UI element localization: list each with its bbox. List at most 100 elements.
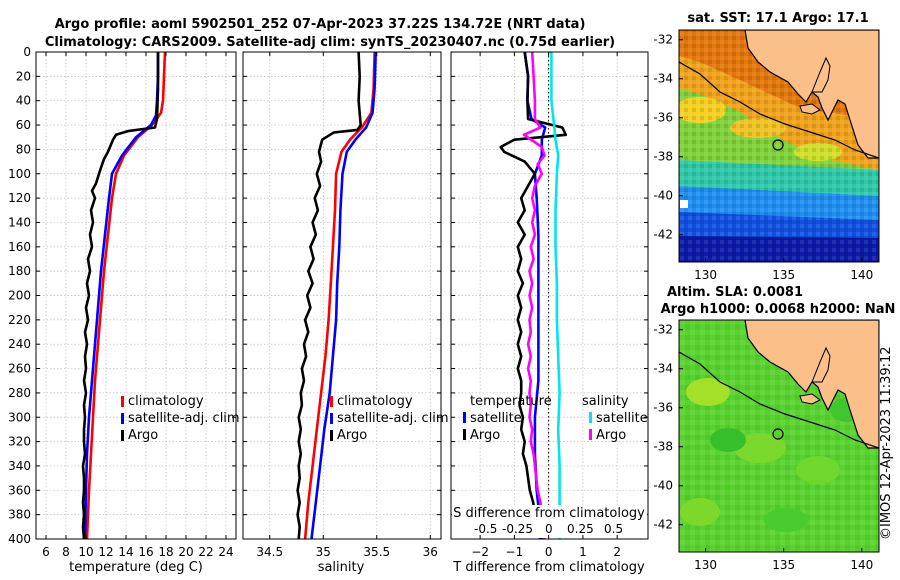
legend-s-satellite-label: satellite — [596, 411, 648, 426]
legend-climatology-swatch — [330, 396, 333, 407]
salinity-series — [296, 52, 377, 539]
salinity-axis-label: salinity — [318, 560, 365, 575]
difference-axis-label: T difference from climatology — [452, 560, 645, 575]
map-latitude-label: -34 — [653, 362, 673, 376]
series-line-climatology — [85, 52, 167, 539]
x-tick-label: 0 — [545, 545, 553, 559]
series-line-s-satellite — [550, 52, 561, 539]
sst-map-frame — [678, 29, 880, 263]
sla-shelf-contour — [679, 351, 879, 449]
sla-gulf-land — [811, 346, 831, 383]
map-latitude-label: -42 — [653, 228, 673, 242]
sla-map-ticks: 130 135 140 -32 -34 -36 -38 -40 -42 — [653, 323, 873, 572]
map-latitude-label: -42 — [653, 518, 673, 532]
x-tick-label: 34.5 — [256, 545, 283, 559]
sla-map-frame — [678, 319, 880, 553]
s-tick-label: 0 — [545, 522, 553, 536]
map-latitude-label: -40 — [653, 189, 673, 203]
depth-tick-label: 240 — [8, 337, 31, 351]
salinity-grid — [243, 51, 441, 540]
legend-satellite-label: satellite-adj. clim — [128, 411, 240, 426]
difference-legend: temperature salinity satellite Argo sate… — [463, 394, 648, 443]
x-tick-label: 12 — [98, 545, 113, 559]
series-line-climatology — [303, 52, 376, 539]
series-line-satellite-adj-clim — [310, 52, 377, 539]
map-latitude-label: -36 — [653, 401, 673, 415]
sla-patch — [710, 428, 746, 452]
difference-panel: S difference from climatology -0.5 -0.25… — [450, 51, 649, 575]
sla-map — [679, 320, 879, 552]
sst-map-ticks: 130 135 140 -32 -34 -36 -38 -40 -42 — [653, 33, 873, 282]
sla-patch — [680, 498, 720, 526]
map-longitude-label: 140 — [850, 558, 873, 572]
legend-t-argo-swatch — [463, 429, 466, 440]
difference-axes-box — [450, 51, 649, 540]
x-tick-label: 35.5 — [363, 545, 390, 559]
sla-patch — [764, 508, 808, 532]
sla-patch — [796, 456, 840, 484]
map-latitude-label: -36 — [653, 111, 673, 125]
depth-tick-label: 80 — [16, 142, 31, 156]
sst-argo-marker — [772, 139, 784, 151]
temperature-grid — [36, 51, 236, 540]
map-latitude-label: -34 — [653, 72, 673, 86]
x-tick-label: 6 — [42, 545, 50, 559]
legend-climatology-label: climatology — [337, 394, 413, 409]
depth-tick-label: 100 — [8, 167, 31, 181]
legend-argo-swatch — [121, 430, 124, 441]
x-tick-label: 24 — [218, 545, 233, 559]
depth-tick-label: 300 — [8, 410, 31, 424]
difference-tick-labels: −2 −1 0 1 2 — [471, 52, 621, 559]
legend-s-satellite-swatch — [589, 412, 592, 423]
s-axis-backdrop — [452, 505, 647, 538]
depth-tick-label: 60 — [16, 118, 31, 132]
sla-land — [744, 320, 879, 449]
x-tick-label: 10 — [78, 545, 93, 559]
legend-temperature-header: temperature — [470, 394, 552, 409]
depth-tick-label: 120 — [8, 191, 31, 205]
sst-gulf-land — [811, 56, 831, 93]
s-tick-label: 0.25 — [567, 522, 594, 536]
temperature-legend: climatology satellite-adj. clim Argo — [121, 394, 240, 443]
salinity-legend: climatology satellite-adj. clim Argo — [330, 394, 449, 443]
difference-series — [499, 52, 568, 539]
x-tick-label: 22 — [198, 545, 213, 559]
map-longitude-label: 130 — [694, 558, 717, 572]
x-tick-label: 20 — [178, 545, 193, 559]
legend-t-satellite-swatch — [463, 412, 466, 423]
depth-tick-labels: 0 20 40 60 80 100 120 140 160 180 200 220 240 260 280 3… — [8, 45, 31, 546]
depth-tick-label: 180 — [8, 264, 31, 278]
s-tick-label: -0.5 — [474, 522, 497, 536]
s-difference-axis-label: S difference from climatology — [453, 506, 645, 521]
sst-map — [679, 30, 879, 262]
x-tick-label: 8 — [62, 545, 70, 559]
legend-t-satellite-label: satellite — [470, 411, 522, 426]
depth-tick-label: 200 — [8, 289, 31, 303]
x-tick-label: −1 — [506, 545, 524, 559]
depth-tick-label: 280 — [8, 386, 31, 400]
x-tick-label: 18 — [158, 545, 173, 559]
map-longitude-label: 135 — [772, 268, 795, 282]
series-line-t-argo — [499, 52, 568, 539]
legend-s-argo-swatch — [589, 429, 592, 440]
map-longitude-label: 130 — [694, 268, 717, 282]
salinity-axes-box — [242, 51, 442, 540]
legend-satellite-label: satellite-adj. clim — [337, 411, 449, 426]
map-latitude-label: -38 — [653, 150, 673, 164]
sst-map-title: sat. SST: 17.1 Argo: 17.1 — [687, 11, 868, 26]
x-tick-label: 14 — [118, 545, 133, 559]
sla-island — [799, 393, 821, 405]
depth-tick-label: 160 — [8, 240, 31, 254]
depth-tick-label: 20 — [16, 69, 31, 83]
sla-map-title-line1: Altim. SLA: 0.0081 — [667, 285, 803, 300]
depth-tick-label: 140 — [8, 215, 31, 229]
series-line-s-argo — [522, 52, 546, 539]
depth-tick-label: 260 — [8, 362, 31, 376]
x-tick-label: 1 — [579, 545, 587, 559]
sla-patch — [686, 378, 730, 406]
legend-s-argo-label: Argo — [596, 428, 626, 443]
legend-climatology-label: climatology — [128, 394, 204, 409]
x-tick-label: −2 — [471, 545, 489, 559]
salinity-panel: 34.5 35 35.5 36 salinity climatology satell… — [242, 51, 449, 575]
